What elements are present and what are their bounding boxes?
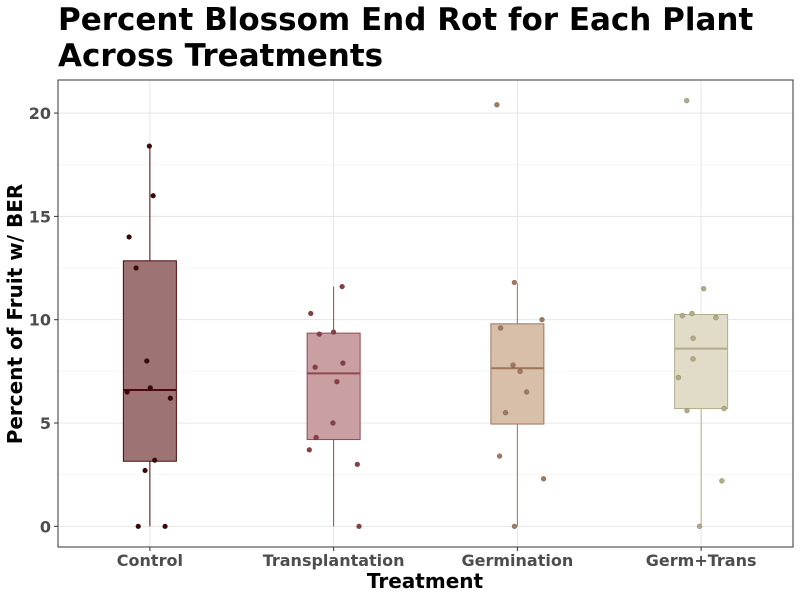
x-tick-label: Germ+Trans: [646, 551, 757, 570]
data-point: [689, 310, 695, 317]
data-point: [135, 523, 141, 530]
chart-title-line-2: Across Treatments: [58, 38, 384, 74]
data-point: [679, 312, 686, 319]
box-layer: [122, 147, 729, 527]
data-point: [523, 389, 530, 395]
data-point: [511, 523, 518, 530]
x-axis-ticks: Control Transplantation Germination Germ+Tr…: [117, 547, 757, 570]
x-tick-label: Transplantation: [263, 551, 405, 570]
data-point: [683, 97, 690, 104]
data-point: [517, 368, 523, 375]
x-axis-title: Treatment: [367, 569, 484, 593]
data-point: [330, 420, 336, 426]
y-axis-ticks: 0 5 10 15 20: [29, 104, 58, 536]
y-tick-label: 15: [29, 207, 51, 226]
x-tick-label: Control: [117, 551, 183, 570]
data-point: [713, 314, 719, 321]
y-tick-label: 20: [29, 104, 51, 123]
data-point: [690, 335, 696, 341]
data-point: [719, 478, 725, 484]
plot-panel-border: [57, 79, 794, 548]
data-point: [126, 234, 132, 240]
data-point: [144, 358, 150, 364]
data-point: [675, 374, 682, 381]
data-point: [539, 316, 545, 323]
data-point: [142, 467, 148, 474]
data-point: [721, 405, 727, 412]
box-group: [122, 147, 177, 527]
box-group: [306, 286, 361, 527]
data-point: [306, 447, 313, 453]
box-iqr: [122, 260, 177, 462]
data-point: [308, 310, 314, 317]
data-point: [334, 378, 340, 385]
data-point: [356, 523, 362, 530]
data-point: [340, 360, 346, 366]
box-group: [674, 314, 729, 527]
data-point: [133, 265, 139, 271]
data-point: [696, 523, 703, 530]
y-tick-label: 10: [29, 311, 51, 330]
box-group: [490, 283, 545, 527]
data-point: [496, 453, 503, 459]
data-point: [690, 356, 696, 362]
data-point: [684, 407, 690, 414]
data-point: [167, 395, 174, 401]
data-point: [316, 331, 323, 337]
data-point: [152, 457, 158, 463]
chart-title-line-1: Percent Blossom End Rot for Each Plant: [58, 2, 754, 38]
data-point: [540, 476, 547, 482]
point-layer: [124, 97, 727, 530]
data-point: [354, 461, 361, 468]
data-point: [162, 523, 168, 530]
data-point: [510, 362, 516, 368]
data-point: [494, 102, 500, 108]
data-point: [502, 409, 509, 416]
box-iqr: [674, 314, 729, 410]
y-axis-title: Percent of Fruit w/ BER: [3, 184, 27, 445]
y-tick-label: 5: [40, 414, 51, 433]
data-point: [339, 283, 345, 290]
data-point: [124, 389, 130, 395]
data-point: [312, 364, 318, 370]
data-point: [511, 279, 518, 286]
data-point: [147, 385, 153, 391]
chart-title: Percent Blossom End Rot for Each Plant A…: [58, 2, 778, 74]
data-point: [497, 325, 504, 331]
data-point: [313, 434, 319, 441]
box-iqr: [490, 323, 545, 425]
data-point: [146, 143, 153, 149]
data-point: [700, 286, 707, 292]
data-point: [150, 193, 156, 199]
x-tick-label: Germination: [462, 551, 574, 570]
data-point: [330, 329, 337, 335]
y-tick-label: 0: [40, 517, 51, 536]
